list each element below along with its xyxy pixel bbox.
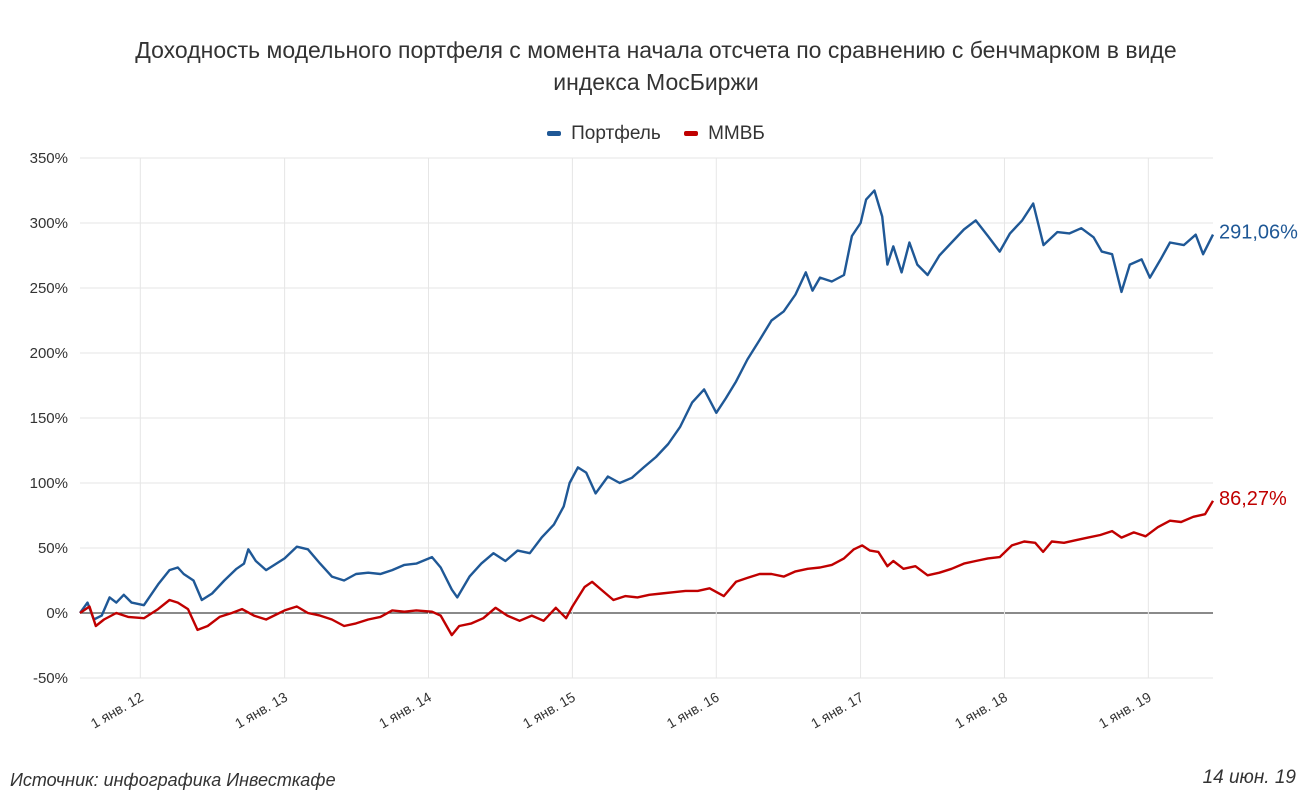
source-note: Источник: инфографика Инвесткафе (10, 770, 336, 790)
chart-grid (80, 157, 1213, 679)
chart-series (79, 189, 1215, 637)
series-line-portfolio (79, 189, 1215, 621)
y-tick-label: 150% (30, 410, 68, 427)
x-tick-label: 1 янв. 16 (664, 689, 722, 732)
y-tick-label: 250% (30, 280, 68, 297)
chart-title: Доходность модельного портфеля с момента… (0, 34, 1312, 98)
x-tick-label: 1 янв. 17 (808, 689, 866, 732)
y-tick-label: 50% (38, 540, 68, 557)
end-value-label-mmvb: 86,27% (1219, 488, 1287, 510)
chart-title-line-2: индекса МосБиржи (553, 69, 759, 95)
x-tick-label: 1 янв. 18 (952, 689, 1010, 732)
y-tick-label: -50% (33, 670, 68, 687)
y-axis: -50% 0% 50% 100% 150% 200% 250% 300% 350% (30, 150, 68, 687)
date-stamp: 14 июн. 19 (1202, 767, 1296, 788)
y-tick-label: 200% (30, 345, 68, 362)
chart-title-line-1: Доходность модельного портфеля с момента… (135, 37, 1177, 63)
legend-item-portfolio[interactable]: Портфель (547, 123, 661, 145)
x-tick-label: 1 янв. 19 (1096, 689, 1154, 732)
legend-label-portfolio: Портфель (571, 122, 661, 144)
chart-legend: Портфель ММВБ (0, 120, 1312, 145)
y-tick-label: 350% (30, 150, 68, 167)
end-labels: 291,06% 86,27% (1219, 222, 1298, 510)
x-tick-label: 1 янв. 14 (376, 689, 434, 732)
x-tick-label: 1 янв. 13 (232, 689, 290, 732)
series-line-mmvb (79, 500, 1215, 637)
legend-swatch-portfolio (547, 131, 562, 136)
x-tick-label: 1 янв. 12 (88, 689, 146, 732)
x-tick-label: 1 янв. 15 (520, 689, 578, 732)
x-axis: 1 янв. 12 1 янв. 13 1 янв. 14 1 янв. 15 1 ян… (88, 689, 1154, 732)
legend-swatch-mmvb (684, 131, 699, 136)
legend-item-mmvb[interactable]: ММВБ (684, 123, 765, 145)
y-tick-label: 100% (30, 475, 68, 492)
y-tick-label: 300% (30, 215, 68, 232)
legend-label-mmvb: ММВБ (708, 122, 765, 144)
end-value-label-portfolio: 291,06% (1219, 222, 1298, 244)
y-tick-label: 0% (46, 605, 68, 622)
